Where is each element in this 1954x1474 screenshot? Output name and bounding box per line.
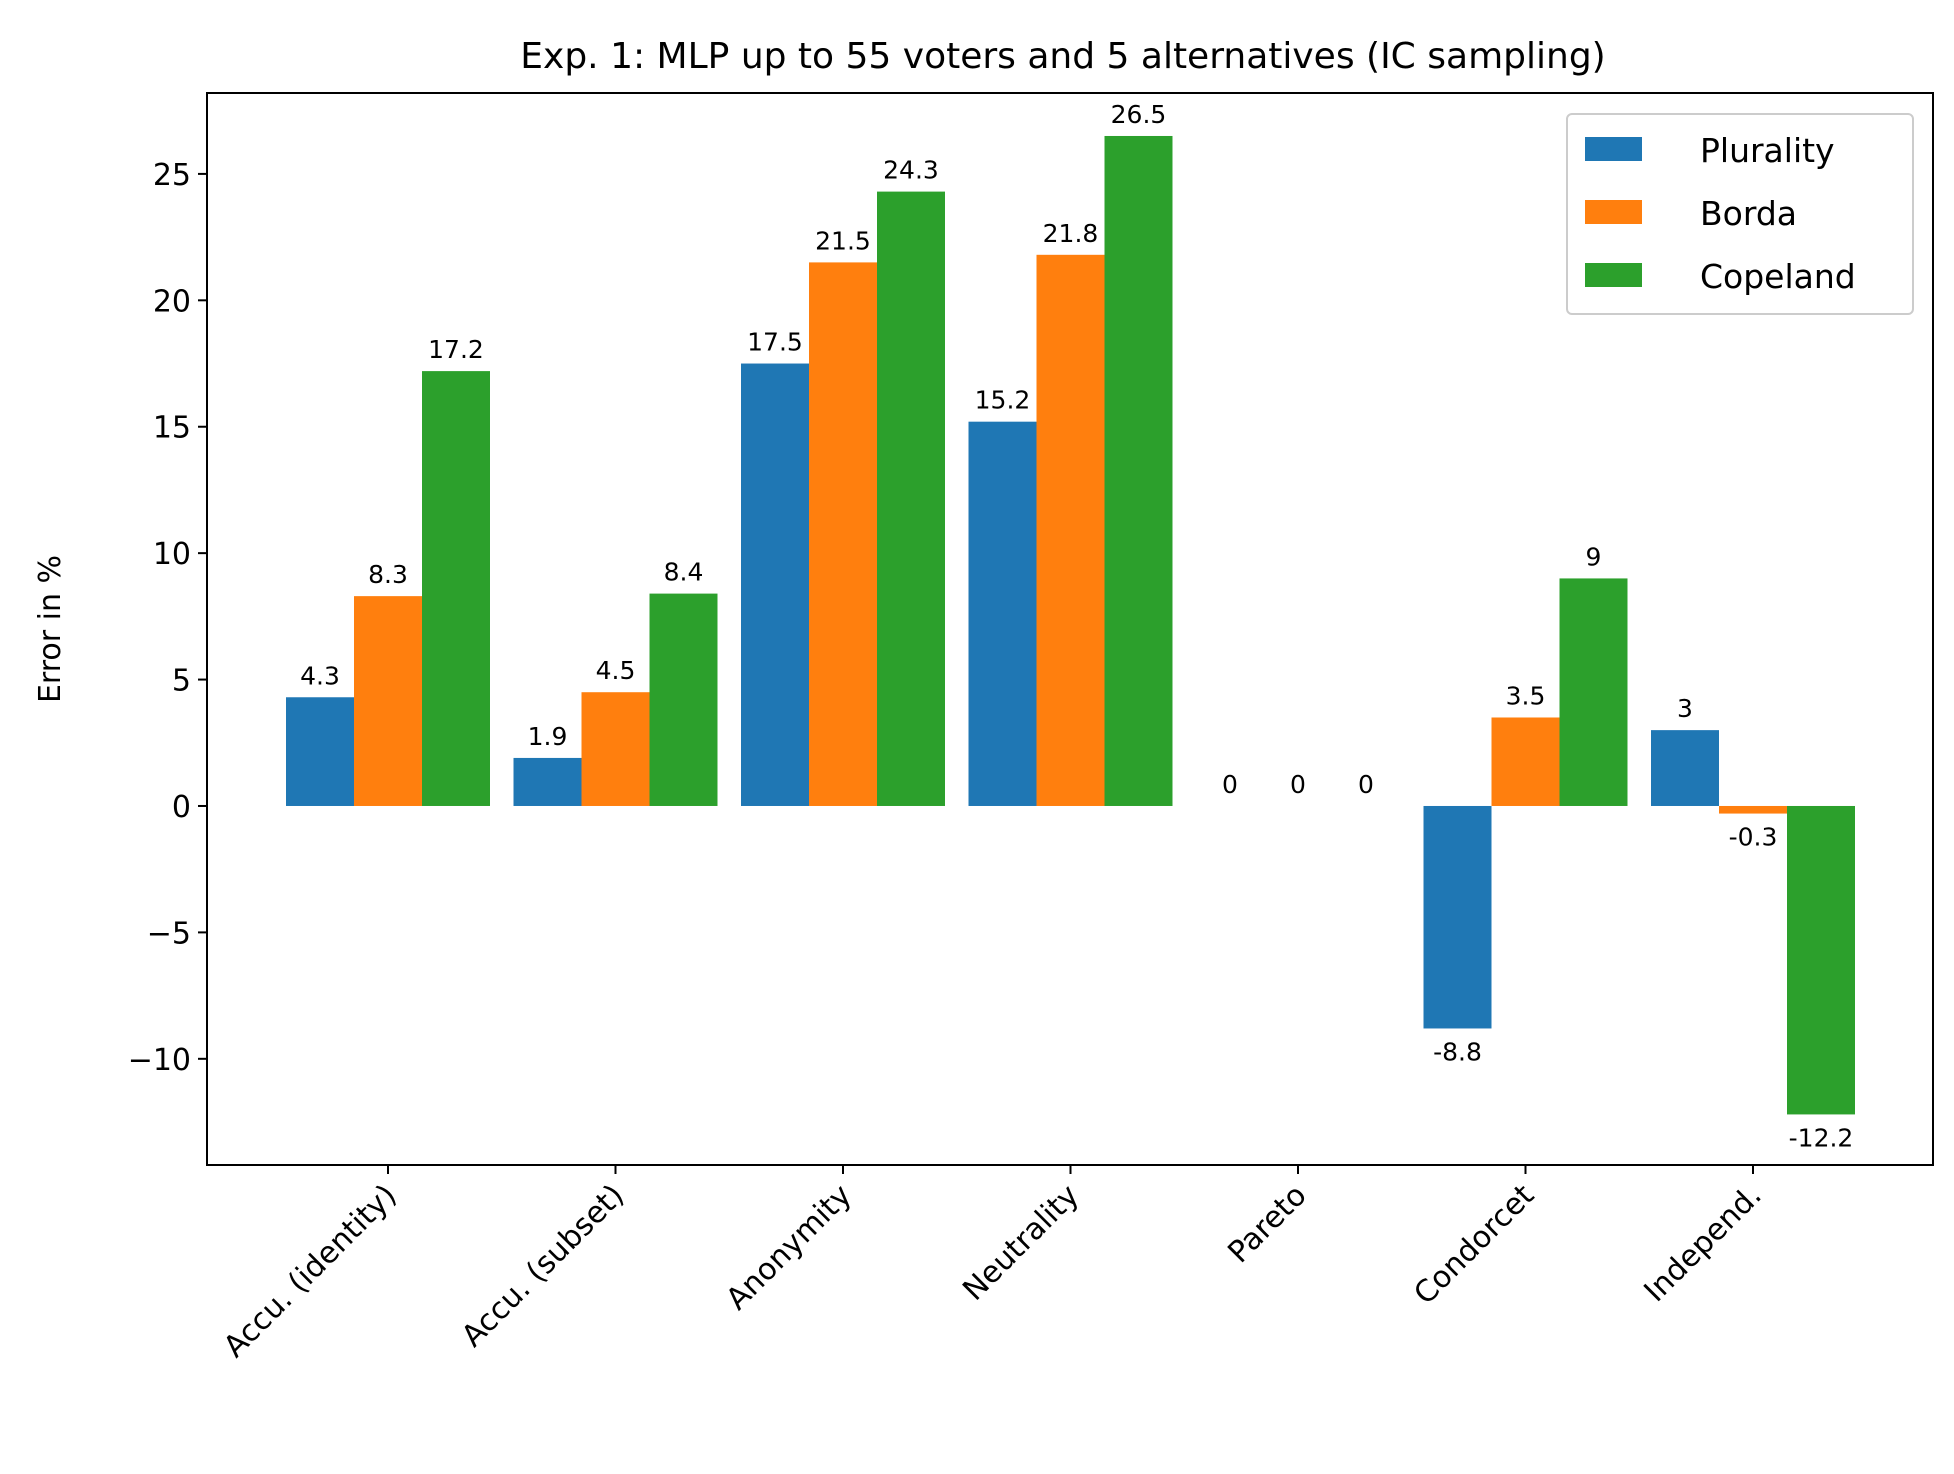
bar-label-copeland-2: 24.3: [883, 156, 939, 185]
bar-label-plurality-5: -8.8: [1433, 1037, 1482, 1066]
legend-label-plurality: Plurality: [1700, 131, 1835, 170]
bar-label-borda-2: 21.5: [815, 226, 871, 255]
bar-label-borda-0: 8.3: [368, 560, 408, 589]
bar-borda-0: [354, 596, 422, 806]
x-tick-label-1: Accu. (subset): [455, 1178, 631, 1354]
x-tick-label-3: Neutrality: [956, 1178, 1086, 1308]
bar-label-plurality-3: 15.2: [975, 386, 1031, 415]
bar-label-copeland-0: 17.2: [428, 335, 484, 364]
bar-borda-2: [809, 262, 877, 806]
y-tick-label: 0: [172, 790, 191, 825]
y-tick-label: 10: [153, 537, 191, 572]
legend-label-copeland: Copeland: [1700, 257, 1856, 296]
x-tick-label-4: Pareto: [1221, 1178, 1313, 1270]
x-tick-label-0: Accu. (identity): [217, 1178, 404, 1365]
bar-copeland-5: [1559, 578, 1628, 806]
bar-copeland-6: [1787, 805, 1855, 1115]
bar-label-copeland-5: 9: [1586, 542, 1602, 571]
bar-label-plurality-6: 3: [1677, 694, 1693, 723]
bar-plurality-3: [968, 421, 1037, 806]
bar-copeland-0: [422, 371, 490, 806]
x-tick-label-6: Independ.: [1638, 1178, 1769, 1309]
bar-label-borda-1: 4.5: [596, 656, 636, 685]
bar-plurality-2: [741, 363, 809, 806]
bar-borda-1: [581, 692, 650, 806]
bar-label-borda-6: -0.3: [1729, 823, 1778, 852]
bar-label-borda-5: 3.5: [1506, 681, 1546, 710]
bar-borda-6: [1719, 805, 1787, 814]
legend: Plurality Borda Copeland: [1566, 113, 1914, 315]
bar-copeland-3: [1104, 135, 1173, 806]
bar-label-borda-4: 0: [1290, 770, 1306, 799]
bar-label-plurality-0: 4.3: [300, 661, 340, 690]
legend-box: [1566, 113, 1914, 315]
legend-swatch-borda: [1585, 200, 1642, 224]
y-tick-label: −10: [128, 1043, 191, 1078]
y-axis-label: Error in %: [33, 555, 68, 703]
bar-label-copeland-6: -12.2: [1789, 1123, 1854, 1152]
bar-label-plurality-4: 0: [1222, 770, 1238, 799]
bar-label-borda-3: 21.8: [1043, 219, 1099, 248]
x-tick-label-2: Anonymity: [720, 1178, 859, 1317]
bar-borda-3: [1036, 254, 1105, 806]
bar-plurality-6: [1651, 730, 1719, 806]
x-tick-label-5: Condorcet: [1407, 1178, 1541, 1312]
bars-layer: [286, 135, 1855, 1115]
bar-label-plurality-1: 1.9: [528, 722, 568, 751]
legend-swatch-plurality: [1585, 137, 1642, 161]
y-axis: −10 −5 0 5 10 15 20 25: [128, 158, 207, 1078]
chart-title: Exp. 1: MLP up to 55 voters and 5 altern…: [520, 36, 1605, 77]
legend-swatch-copeland: [1585, 263, 1642, 287]
bar-label-copeland-4: 0: [1358, 770, 1374, 799]
y-tick-label: 5: [172, 664, 191, 699]
bar-labels-layer: 4.3 1.9 17.5 15.2 0 -8.8 3 8.3 4.5 21.5 21.8 0 3.5 -0…: [300, 100, 1853, 1152]
x-axis: Accu. (identity) Accu. (subset) Anonymity N…: [217, 1165, 1769, 1365]
bar-label-plurality-2: 17.5: [747, 328, 803, 357]
bar-label-copeland-3: 26.5: [1111, 100, 1167, 129]
bar-plurality-1: [513, 757, 582, 806]
legend-label-borda: Borda: [1700, 194, 1797, 233]
bar-plurality-0: [286, 697, 354, 806]
bar-plurality-5: [1423, 805, 1492, 1029]
y-tick-label: 25: [153, 158, 191, 193]
bar-label-copeland-1: 8.4: [664, 558, 704, 587]
y-tick-label: −5: [147, 916, 191, 951]
bar-copeland-1: [649, 593, 718, 806]
y-tick-label: 15: [153, 411, 191, 446]
bar-borda-5: [1491, 717, 1560, 806]
y-tick-label: 20: [153, 284, 191, 319]
bar-copeland-2: [877, 191, 945, 806]
